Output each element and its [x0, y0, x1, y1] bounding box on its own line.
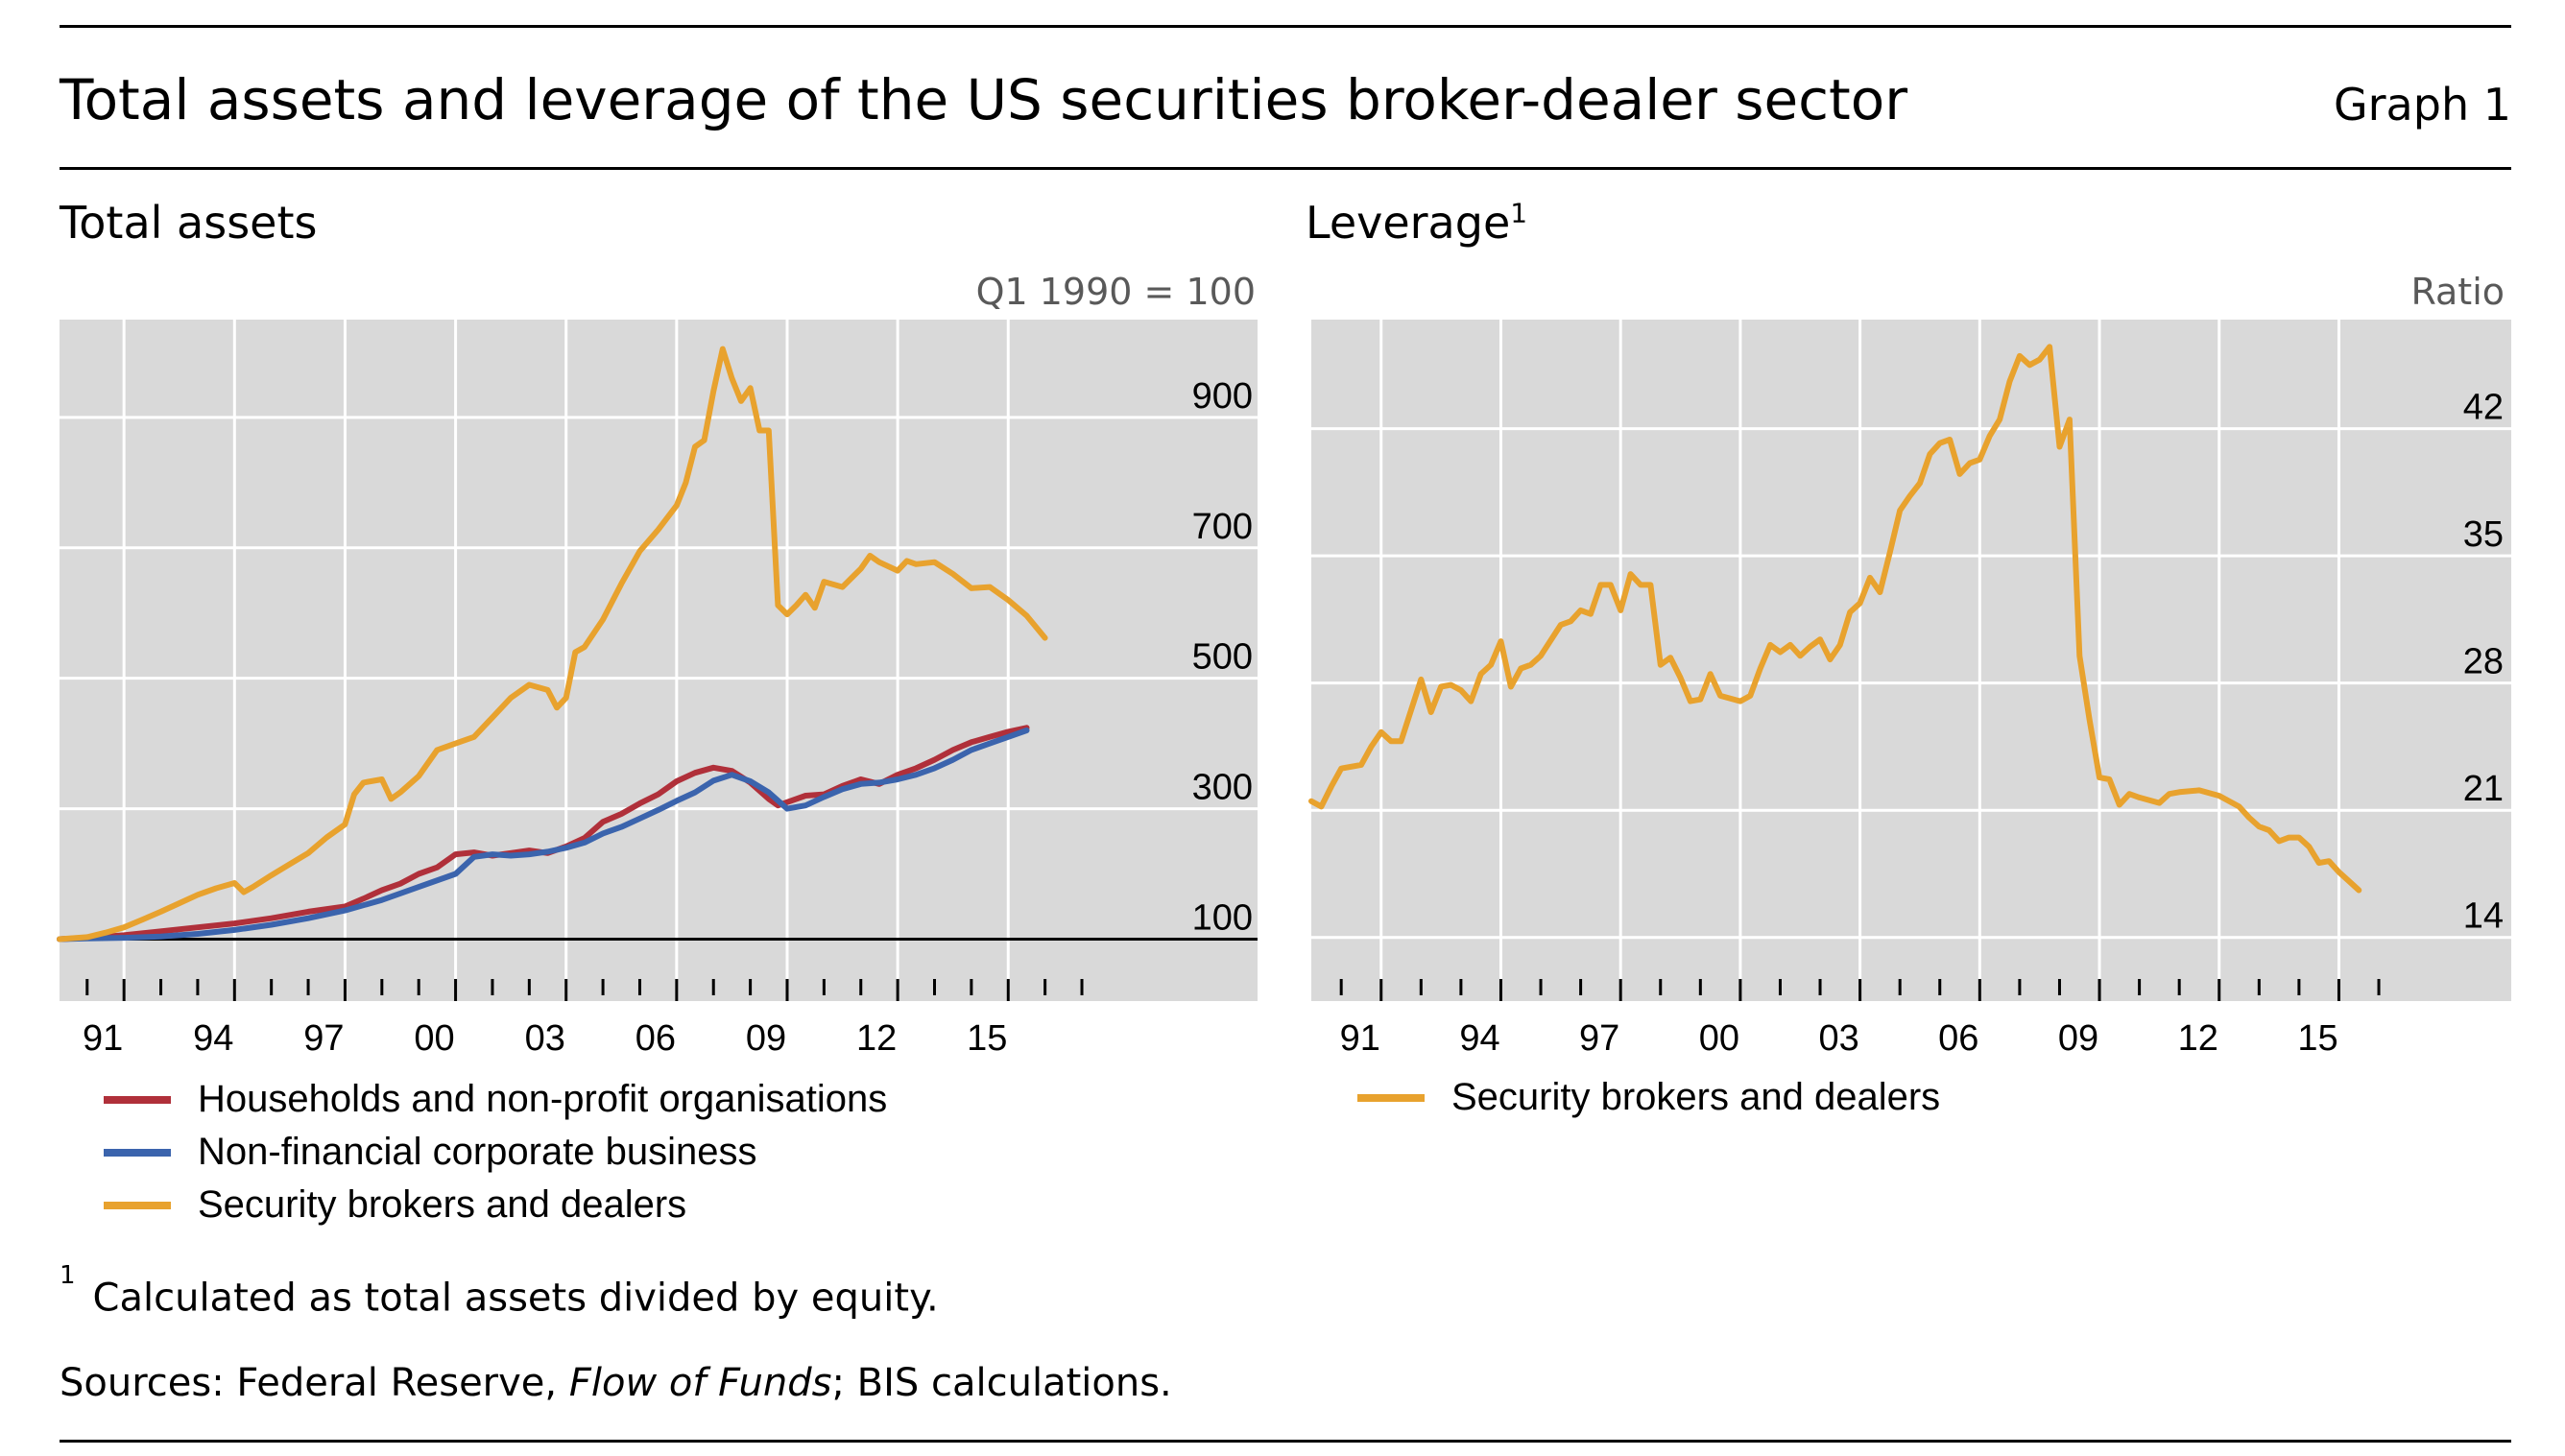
assets-plot-area: [60, 320, 1258, 1001]
footnote-text: Calculated as total assets divided by eq…: [92, 1276, 939, 1321]
leverage-xtick-label-00: 00: [1699, 1018, 1739, 1059]
legend-item-nonfinancial: Non-financial corporate business: [104, 1126, 887, 1179]
right-unit-label: Ratio: [2410, 271, 2505, 313]
legend-swatch-nonfinancial: [104, 1148, 171, 1157]
leverage-ytick-35: 35: [2463, 514, 2504, 555]
leverage-plot-area: [1311, 320, 2511, 1001]
bottom-rule: [60, 1440, 2511, 1443]
left-unit-label: Q1 1990 = 100: [975, 271, 1256, 313]
right-legend: Security brokers and dealers: [1357, 1071, 1940, 1124]
assets-ytick-500: 500: [1192, 637, 1253, 678]
legend-item-households: Households and non-profit organisations: [104, 1073, 887, 1126]
assets-xtick-label-03: 03: [525, 1018, 565, 1059]
leverage-ytick-28: 28: [2463, 642, 2504, 682]
assets-xtick-label-00: 00: [414, 1018, 454, 1059]
assets-xtick-label-06: 06: [635, 1018, 676, 1059]
legend-label-households: Households and non-profit organisations: [198, 1078, 888, 1120]
title-rule: [60, 167, 2511, 170]
left-legend: Households and non-profit organisations …: [104, 1073, 887, 1231]
leverage-ytick-42: 42: [2463, 388, 2504, 428]
assets-ytick-700: 700: [1192, 507, 1253, 547]
leverage-xtick-label-94: 94: [1459, 1018, 1499, 1059]
page-title: Total assets and leverage of the US secu…: [60, 67, 1908, 132]
right-panel-title-footnote-mark: 1: [1510, 197, 1528, 229]
sources: Sources: Federal Reserve, Flow of Funds;…: [60, 1361, 1172, 1405]
assets-series-line-1: [57, 728, 1030, 943]
legend-swatch-brokers-left: [104, 1201, 171, 1209]
sources-prefix: Sources: Federal Reserve,: [60, 1361, 569, 1405]
assets-xtick-label-97: 97: [303, 1018, 344, 1059]
legend-label-brokers-right: Security brokers and dealers: [1451, 1076, 1941, 1118]
leverage-xtick-label-12: 12: [2178, 1018, 2218, 1059]
leverage-xtick-label-06: 06: [1938, 1018, 1978, 1059]
assets-ytick-900: 900: [1192, 376, 1253, 417]
leverage-ytick-21: 21: [2463, 769, 2504, 809]
legend-label-brokers-left: Security brokers and dealers: [198, 1183, 687, 1226]
legend-swatch-households: [104, 1095, 171, 1104]
assets-series-line-2: [57, 346, 1048, 943]
footnote-mark: 1: [60, 1261, 76, 1290]
assets-ytick-100: 100: [1192, 897, 1253, 938]
leverage-xtick-label-91: 91: [1340, 1018, 1380, 1059]
graph-label: Graph 1: [2334, 79, 2511, 131]
right-panel-title: Leverage1: [1306, 197, 1527, 249]
assets-xtick-label-15: 15: [967, 1018, 1007, 1059]
assets-xtick-label-09: 09: [746, 1018, 786, 1059]
leverage-xtick-label-15: 15: [2297, 1018, 2337, 1059]
legend-label-nonfinancial: Non-financial corporate business: [198, 1131, 757, 1173]
legend-item-brokers-right: Security brokers and dealers: [1357, 1071, 1940, 1124]
leverage-xtick-label-97: 97: [1579, 1018, 1619, 1059]
legend-swatch-brokers-right: [1357, 1093, 1425, 1102]
leverage-series-line-0: [1308, 344, 2362, 894]
leverage-xtick-label-09: 09: [2058, 1018, 2098, 1059]
assets-xtick-label-12: 12: [856, 1018, 897, 1059]
assets-ytick-300: 300: [1192, 768, 1253, 808]
assets-xtick-label-91: 91: [83, 1018, 123, 1059]
assets-xtick-label-94: 94: [193, 1018, 233, 1059]
leverage-xtick-label-03: 03: [1818, 1018, 1858, 1059]
sources-italic: Flow of Funds: [568, 1361, 832, 1405]
top-rule: [60, 25, 2511, 28]
right-panel-title-text: Leverage: [1306, 197, 1511, 249]
leverage-ytick-14: 14: [2463, 896, 2504, 937]
left-panel-title: Total assets: [60, 197, 318, 249]
sources-suffix: ; BIS calculations.: [831, 1361, 1172, 1405]
legend-item-brokers-left: Security brokers and dealers: [104, 1179, 887, 1231]
footnote: 1 Calculated as total assets divided by e…: [60, 1261, 939, 1321]
